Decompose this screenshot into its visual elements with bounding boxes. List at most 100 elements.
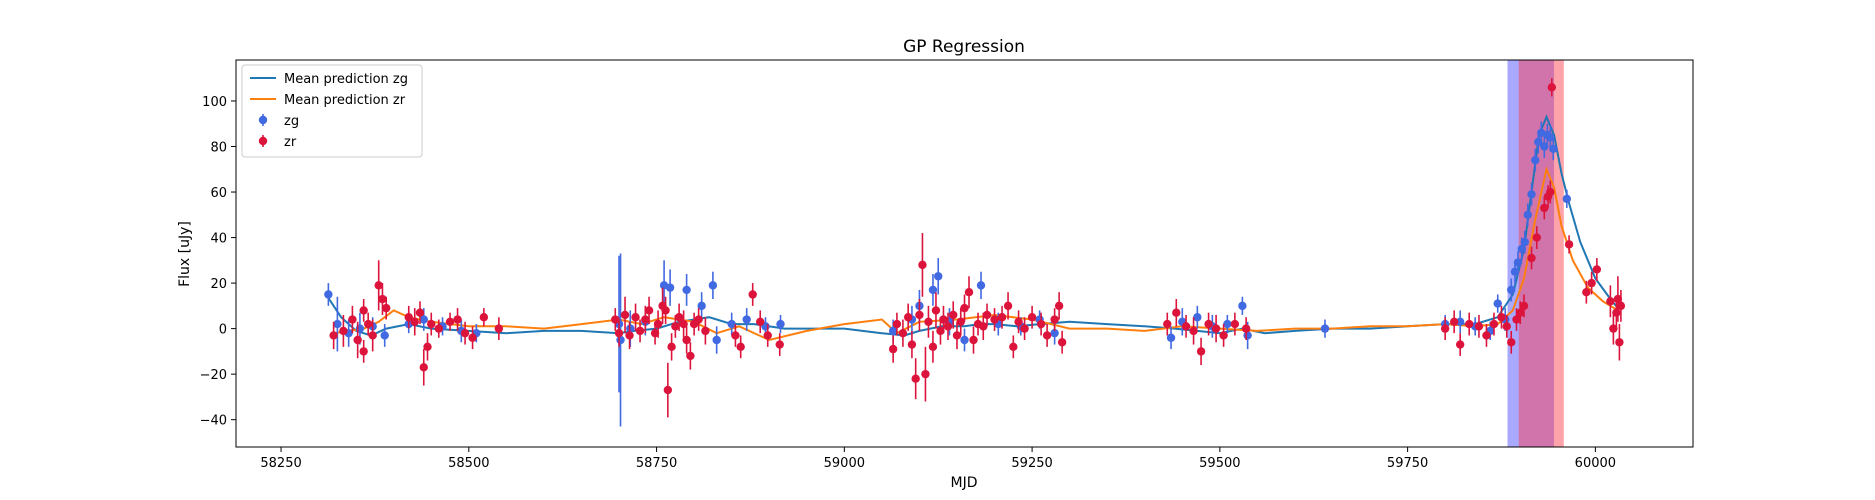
data-point-zg [1513, 251, 1523, 274]
data-point-zg [1320, 319, 1330, 338]
data-point-zr [339, 314, 348, 347]
data-point-zr [1564, 235, 1574, 254]
marker-zr [1497, 313, 1506, 322]
data-point-zg [380, 324, 389, 347]
data-point-zg [1546, 126, 1555, 149]
x-tick-label: 59000 [824, 456, 865, 471]
marker-zr [445, 317, 455, 326]
marker-zr [404, 313, 413, 322]
data-point-zr [1482, 324, 1491, 347]
marker-zr [903, 313, 913, 322]
data-point-zr [943, 312, 953, 341]
marker-zr [419, 363, 428, 372]
marker-zr [479, 313, 489, 322]
data-point-zr [969, 326, 978, 354]
data-point-zr [1042, 324, 1052, 347]
marker-zr [1054, 301, 1064, 311]
data-point-zr [898, 319, 908, 347]
data-point-zr [1027, 305, 1037, 329]
marker-zr [329, 331, 338, 340]
data-point-zr [1020, 317, 1029, 341]
data-point-zr [667, 333, 676, 361]
axes-frame [235, 59, 1694, 448]
data-point-zg [708, 271, 718, 300]
data-point-zr [1196, 337, 1206, 366]
data-point-zg [333, 296, 342, 352]
marker-zr [460, 328, 470, 338]
marker-zr [1241, 324, 1251, 333]
data-point-zr [1455, 333, 1465, 356]
marker-zr [674, 313, 684, 322]
data-point-zr [1054, 292, 1064, 320]
marker-zr [1181, 322, 1191, 331]
marker-zg [665, 283, 675, 292]
marker-zr [611, 315, 620, 324]
marker-zr [1020, 324, 1029, 333]
marker-zr [641, 315, 650, 324]
data-point-zg [1223, 314, 1232, 334]
data-point-zg [727, 312, 736, 336]
legend-entry: Mean prediction zg [250, 72, 408, 87]
marker-zg [742, 315, 751, 324]
marker-zr [1440, 324, 1450, 333]
data-point-zr [434, 319, 443, 338]
y-tick-label: −40 [200, 414, 227, 429]
marker-zr [1050, 315, 1059, 324]
marker-zg [776, 319, 785, 329]
data-point-zr [1507, 330, 1516, 354]
marker-zr [1036, 319, 1046, 329]
data-point-zg [697, 292, 706, 320]
x-tick-label: 58500 [448, 456, 489, 471]
marker-zr [427, 319, 436, 329]
data-point-zr [686, 342, 695, 370]
marker-zr [1189, 326, 1198, 336]
marker-zr [614, 328, 624, 338]
legend-label: zr [284, 135, 297, 150]
data-point-zr [960, 294, 969, 322]
marker-zr [663, 385, 673, 395]
marker-zg [888, 326, 898, 336]
marker-zr [956, 317, 965, 326]
marker-zr [928, 342, 938, 352]
marker-zr [667, 342, 676, 352]
marker-zg [960, 335, 969, 345]
marker-zr [1616, 301, 1626, 311]
marker-zr [1489, 319, 1499, 329]
marker-zr [990, 315, 999, 324]
data-point-zr [1172, 299, 1181, 327]
marker-zr [952, 331, 962, 340]
data-point-zr [1547, 78, 1557, 97]
marker-zr [969, 335, 978, 345]
data-point-zg [934, 258, 943, 295]
marker-zr [1003, 301, 1013, 311]
marker-zr [915, 310, 924, 320]
data-point-zr [903, 303, 913, 331]
data-point-zr [1497, 305, 1506, 329]
data-point-zg [1238, 296, 1247, 315]
marker-zr [892, 319, 902, 329]
data-point-zr [1532, 226, 1541, 249]
marker-zr [453, 315, 462, 324]
data-point-zr [1009, 335, 1018, 359]
legend-marker-swatch [258, 136, 268, 146]
marker-zr [1211, 324, 1221, 333]
legend-label: Mean prediction zr [284, 93, 406, 108]
marker-zr [1502, 322, 1511, 331]
marker-zr [1027, 313, 1037, 322]
data-point-zr [382, 296, 391, 320]
data-point-zr [1219, 324, 1228, 347]
chart-title: GP Regression [903, 37, 1025, 57]
y-tick-label: 80 [210, 141, 227, 156]
marker-zr [625, 331, 634, 340]
data-point-zr [931, 292, 941, 329]
marker-zr [1519, 301, 1529, 311]
marker-zg [934, 272, 943, 281]
data-point-zr [949, 301, 958, 329]
data-point-zr [915, 299, 924, 331]
legend-box [241, 64, 423, 158]
data-point-zg [1455, 310, 1465, 334]
data-point-zg [1193, 305, 1202, 329]
data-point-zg [1166, 326, 1176, 350]
data-point-zr [1014, 310, 1023, 334]
